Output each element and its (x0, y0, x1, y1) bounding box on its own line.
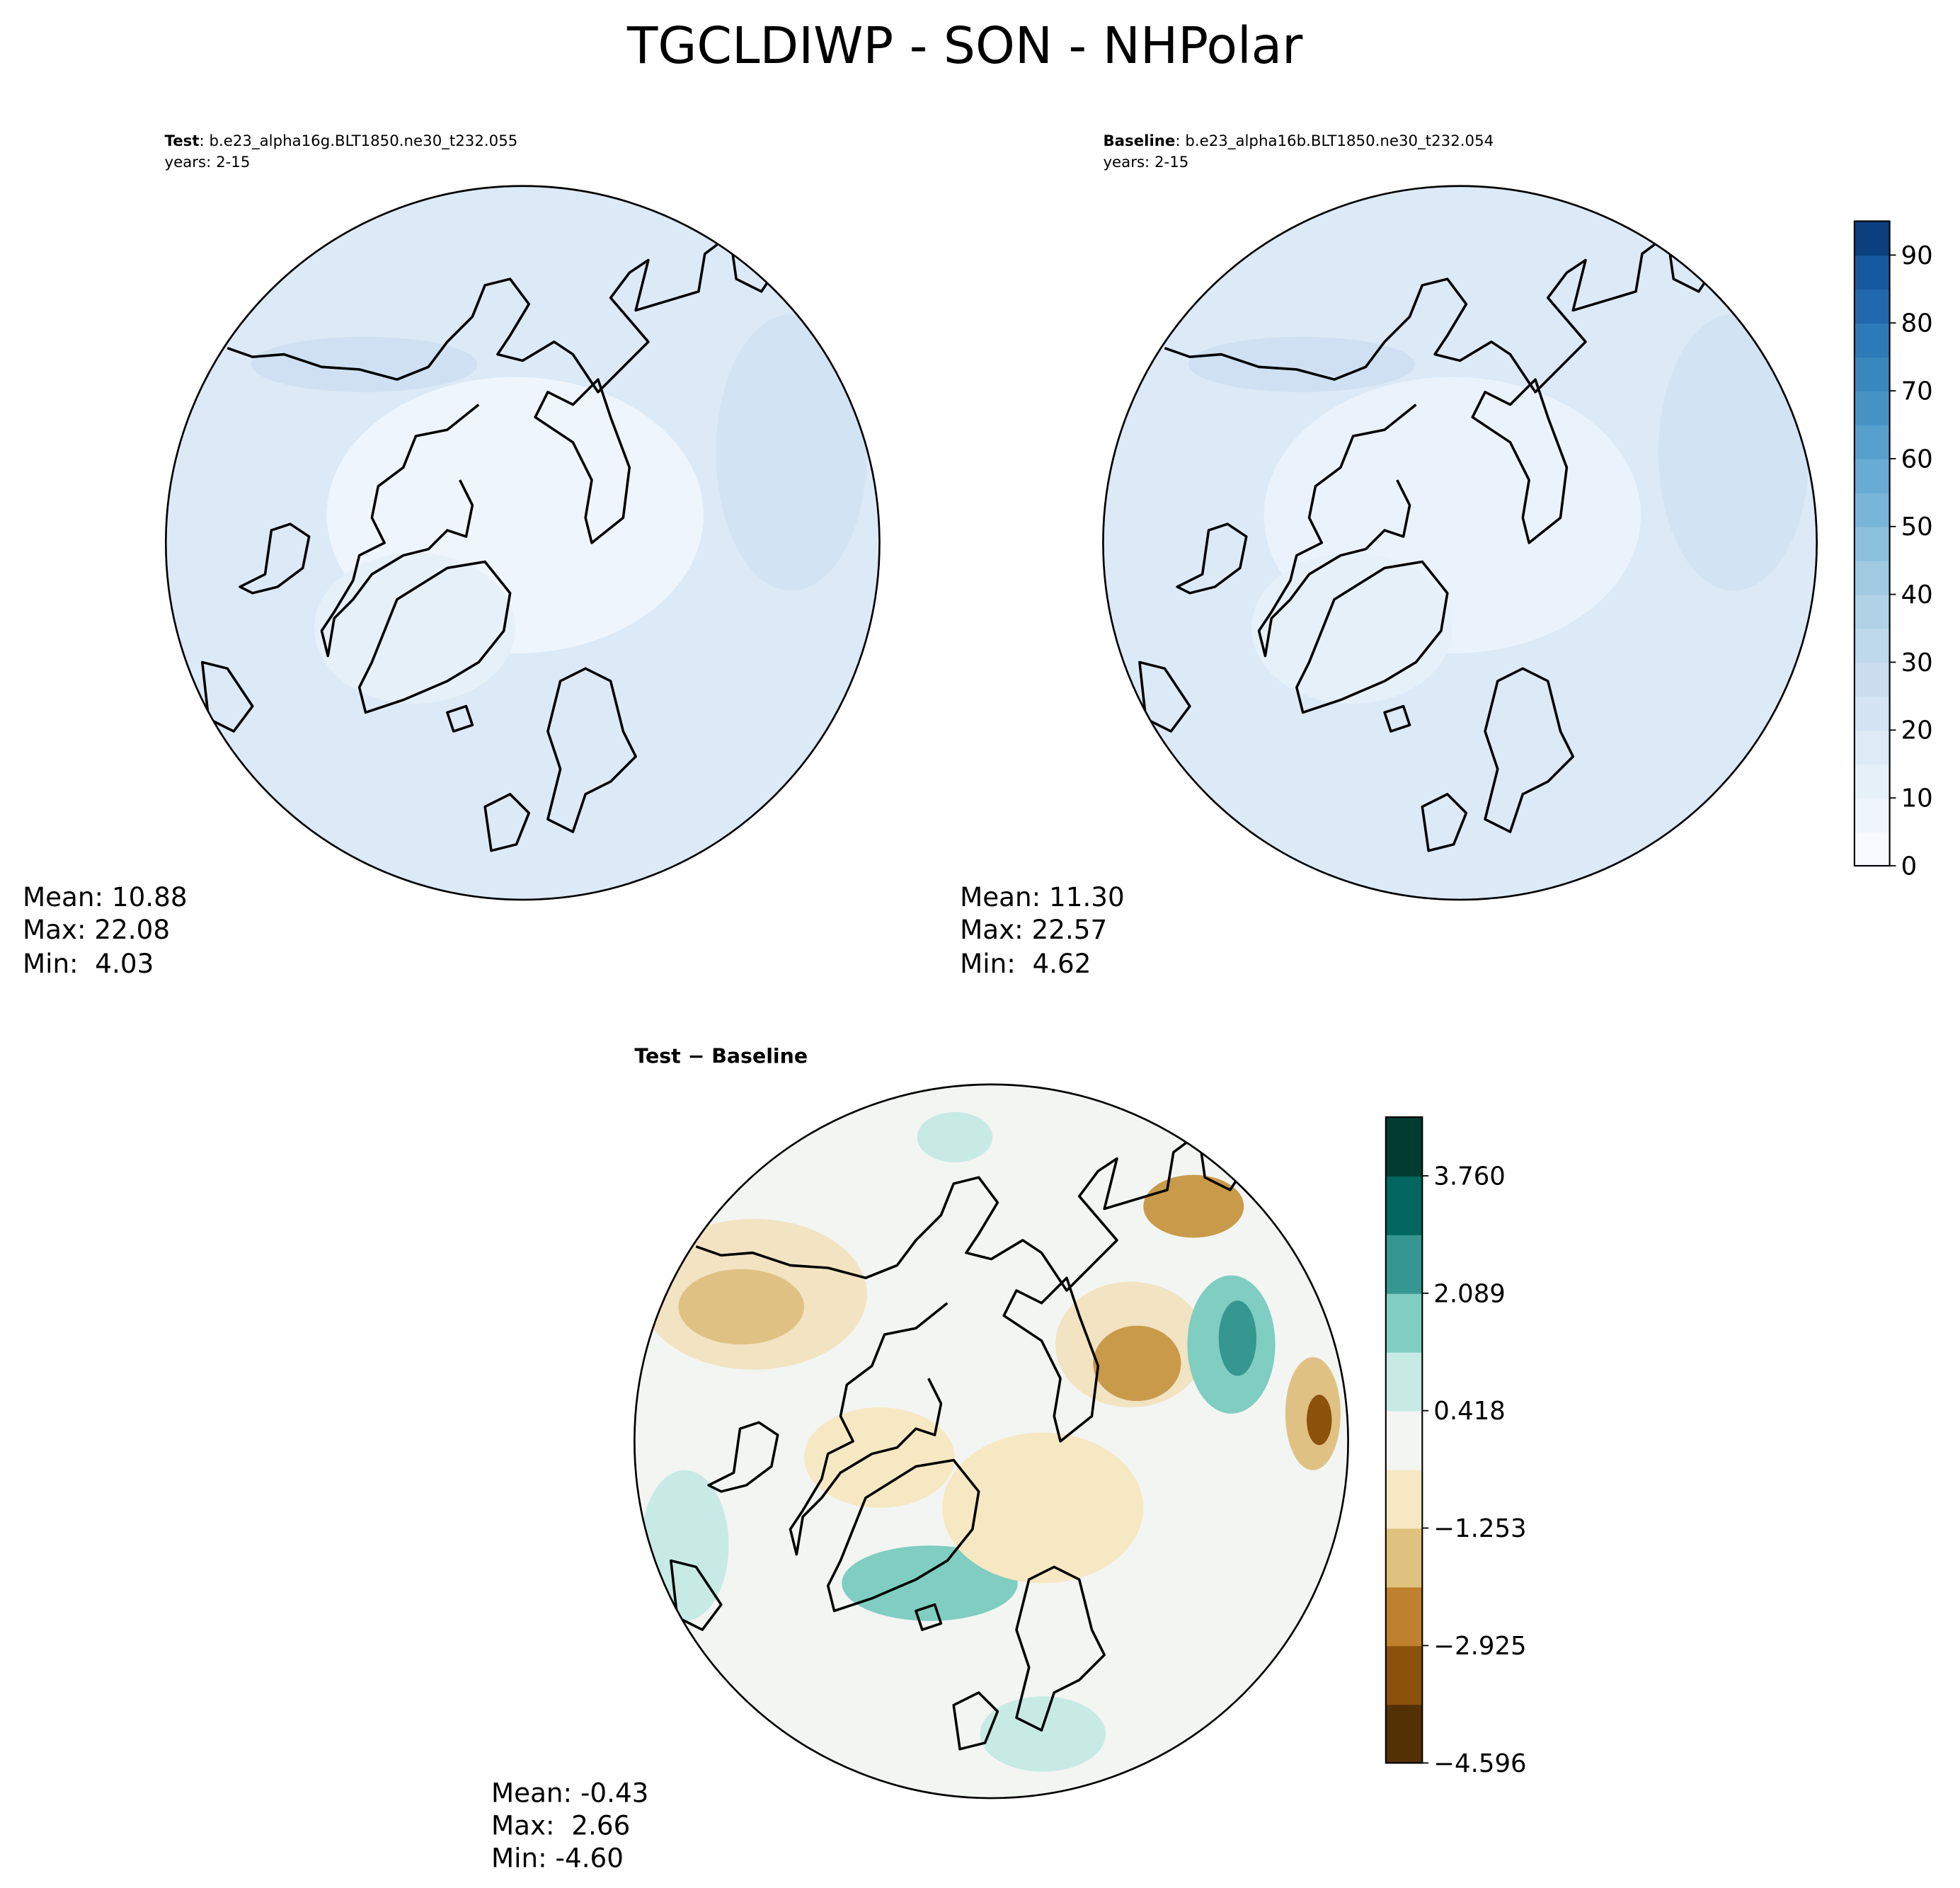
colorbar-tick-label: 60 (1901, 445, 1933, 474)
colorbar-band (1385, 1351, 1423, 1412)
colorbar-tick-label: 0 (1901, 852, 1918, 881)
years: years: 2-15 (165, 154, 251, 171)
colorbar-band (1385, 1234, 1423, 1294)
colorbar-tick-label: 10 (1901, 784, 1933, 813)
colorbar-tick-label: 3.760 (1433, 1162, 1506, 1191)
colorbar-tick-label: 70 (1901, 377, 1933, 406)
colorbar-band (1854, 594, 1890, 629)
colorbar-band (1385, 1117, 1423, 1177)
stat: Min: 4.62 (960, 948, 1091, 979)
colorbar-tick-label: 2.089 (1433, 1279, 1506, 1308)
panel-label: Baseline (1103, 132, 1175, 150)
colorbar-tick-label: −1.253 (1433, 1514, 1526, 1543)
colorbar-band (1385, 1704, 1423, 1764)
colorbar-band (1854, 764, 1890, 799)
colorbar-band (1854, 221, 1890, 256)
panel-header: Test: b.e23_alpha16g.BLT1850.ne30_t232.0… (165, 132, 518, 150)
colorbar-band (1854, 289, 1890, 324)
stat: Min: 4.03 (23, 948, 154, 979)
stat: Min: -4.60 (491, 1843, 624, 1874)
colorbar-band (1854, 357, 1890, 391)
colorbar-band (1385, 1586, 1423, 1647)
colorbar-band (1385, 1528, 1423, 1588)
case-name: : b.e23_alpha16b.BLT1850.ne30_t232.054 (1175, 132, 1494, 150)
colorbar-tick-label: 50 (1901, 513, 1933, 542)
colorbar-tick-label: 40 (1901, 580, 1933, 610)
colorbar-band (1385, 1645, 1423, 1705)
case-name: : b.e23_alpha16g.BLT1850.ne30_t232.055 (200, 132, 518, 150)
colorbar-tick-label: 80 (1901, 309, 1933, 338)
panel-header: Baseline: b.e23_alpha16b.BLT1850.ne30_t2… (1103, 132, 1494, 150)
stat: Mean: -0.43 (491, 1777, 648, 1808)
colorbar-frame (1853, 220, 1891, 867)
colorbar-band (1854, 560, 1890, 595)
colorbar-band (1854, 696, 1890, 731)
colorbar-band (1854, 798, 1890, 833)
colorbar-band (1854, 424, 1890, 459)
stat: Max: 2.66 (491, 1810, 630, 1841)
colorbar-tick-label: 30 (1901, 648, 1933, 677)
colorbar-band (1854, 628, 1890, 663)
colorbar-band (1385, 1293, 1423, 1353)
panel-label: Test − Baseline (634, 1045, 808, 1068)
colorbar-band (1385, 1175, 1423, 1235)
colorbar-tick-label: −2.925 (1433, 1632, 1526, 1661)
colorbar-band (1385, 1469, 1423, 1529)
colorbar-tick-label: 0.418 (1433, 1397, 1506, 1426)
stat: Mean: 10.88 (23, 881, 188, 912)
map (1103, 185, 1817, 900)
map (166, 185, 880, 900)
colorbar-band (1854, 730, 1890, 765)
colorbar-band (1854, 526, 1890, 561)
colorbar-band (1385, 1410, 1423, 1470)
map (634, 1084, 1348, 1799)
colorbar-band (1854, 391, 1890, 425)
stat: Max: 22.57 (960, 914, 1107, 945)
colorbar-tick-label: −4.596 (1433, 1749, 1526, 1778)
colorbar-band (1854, 492, 1890, 527)
colorbar-band (1854, 323, 1890, 358)
colorbar-band (1854, 832, 1890, 866)
colorbar-band (1854, 458, 1890, 493)
colorbar-frame (1385, 1116, 1423, 1764)
panel-label: Test (165, 132, 200, 150)
figure-title: TGCLDIWP - SON - NHPolar (626, 16, 1303, 75)
stat: Max: 22.08 (23, 914, 170, 945)
colorbar-band (1854, 255, 1890, 290)
colorbar-tick-label: 90 (1901, 241, 1933, 270)
years: years: 2-15 (1103, 154, 1188, 171)
colorbar-band (1854, 662, 1890, 697)
colorbar-tick-label: 20 (1901, 716, 1933, 745)
stat: Mean: 11.30 (960, 881, 1125, 912)
